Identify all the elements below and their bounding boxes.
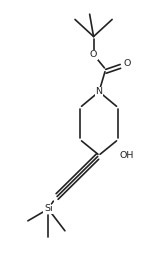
Text: N: N bbox=[96, 87, 103, 96]
Text: Si: Si bbox=[44, 205, 53, 213]
Text: OH: OH bbox=[120, 151, 134, 160]
Text: O: O bbox=[90, 50, 97, 59]
Text: O: O bbox=[124, 59, 131, 68]
